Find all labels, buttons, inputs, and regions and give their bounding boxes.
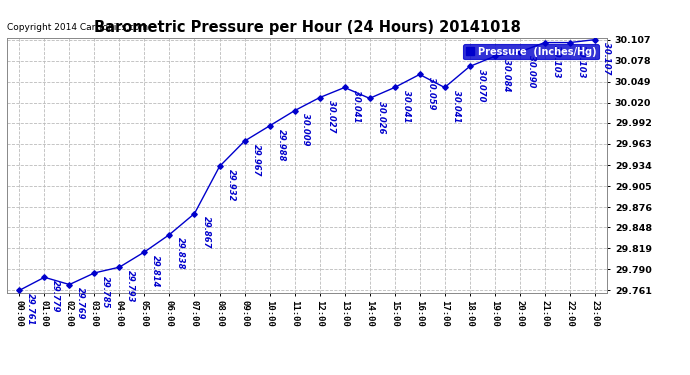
Title: Barometric Pressure per Hour (24 Hours) 20141018: Barometric Pressure per Hour (24 Hours) … xyxy=(94,20,520,35)
Text: 30.027: 30.027 xyxy=(326,100,335,133)
Text: 30.041: 30.041 xyxy=(451,90,460,123)
Text: 30.103: 30.103 xyxy=(551,45,560,78)
Text: 30.041: 30.041 xyxy=(351,90,360,123)
Text: 29.779: 29.779 xyxy=(51,280,60,313)
Text: 29.838: 29.838 xyxy=(177,237,186,270)
Text: 30.059: 30.059 xyxy=(426,77,435,110)
Text: 30.090: 30.090 xyxy=(526,55,535,87)
Text: 30.026: 30.026 xyxy=(377,101,386,134)
Text: 29.988: 29.988 xyxy=(277,129,286,161)
Text: 30.070: 30.070 xyxy=(477,69,486,102)
Text: 30.103: 30.103 xyxy=(577,45,586,78)
Text: 29.814: 29.814 xyxy=(151,255,160,287)
Text: 29.867: 29.867 xyxy=(201,216,210,249)
Legend: Pressure  (Inches/Hg): Pressure (Inches/Hg) xyxy=(463,44,600,60)
Text: 29.967: 29.967 xyxy=(251,144,260,176)
Text: 30.009: 30.009 xyxy=(302,114,310,146)
Text: 29.793: 29.793 xyxy=(126,270,135,302)
Text: Copyright 2014 Cartronics.com: Copyright 2014 Cartronics.com xyxy=(7,23,148,32)
Text: 29.932: 29.932 xyxy=(226,169,235,202)
Text: 30.107: 30.107 xyxy=(602,42,611,75)
Text: 29.761: 29.761 xyxy=(26,293,35,326)
Text: 29.769: 29.769 xyxy=(77,287,86,320)
Text: 30.084: 30.084 xyxy=(502,59,511,92)
Text: 29.785: 29.785 xyxy=(101,276,110,308)
Text: 30.041: 30.041 xyxy=(402,90,411,123)
